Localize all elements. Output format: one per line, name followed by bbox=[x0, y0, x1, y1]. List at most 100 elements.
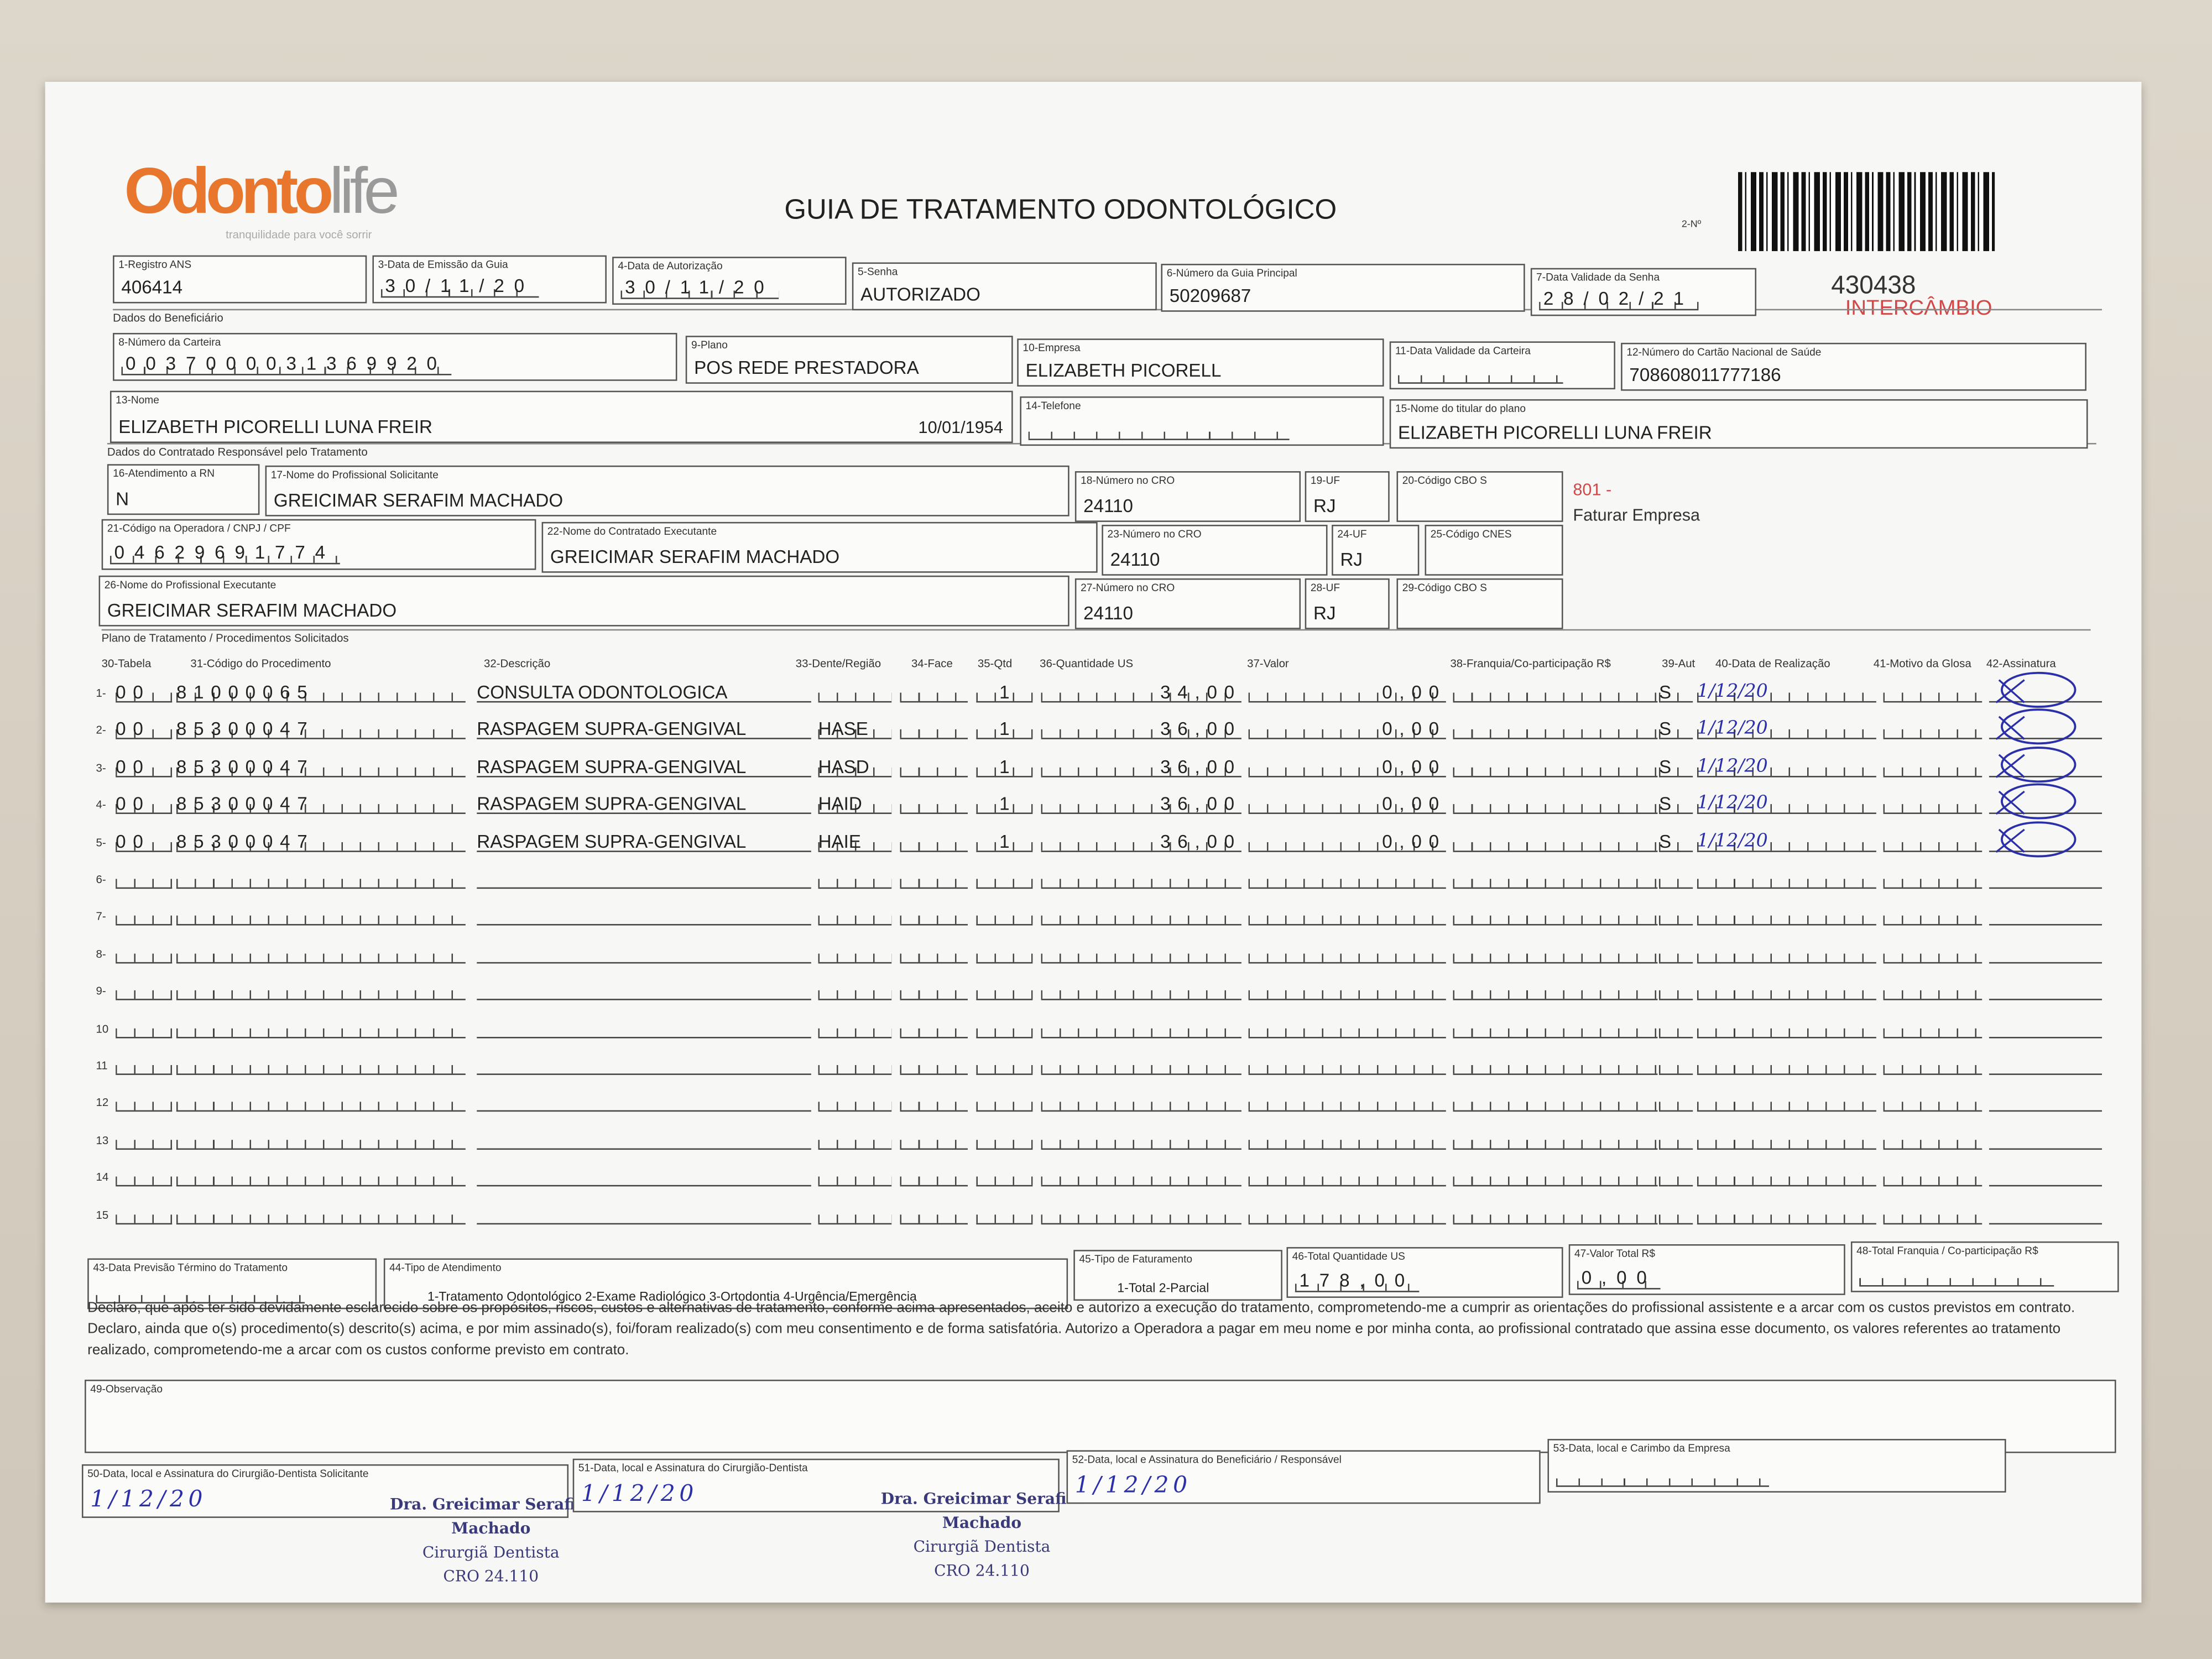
signature-date: 1/12/20 bbox=[581, 1480, 698, 1507]
column-header: 31-Código do Procedimento bbox=[190, 657, 331, 670]
field-value: 0,00 bbox=[1577, 1266, 1661, 1290]
procedure-cell bbox=[976, 1167, 1033, 1187]
procedure-cell bbox=[976, 943, 1033, 963]
procedure-cell bbox=[976, 980, 1033, 1001]
procedure-qty: 1 bbox=[976, 682, 1033, 703]
field-value: 30/11/20 bbox=[380, 275, 539, 298]
procedure-description: RASPAGEM SUPRA-GENGIVAL bbox=[477, 794, 811, 815]
procedure-cell bbox=[477, 1055, 811, 1075]
procedure-value: 0,00 bbox=[1248, 757, 1446, 778]
procedure-cell bbox=[900, 794, 968, 815]
field-value: 406414 bbox=[121, 276, 183, 298]
field-label: 15-Nome do titular do plano bbox=[1395, 402, 1526, 415]
procedure-cell bbox=[1697, 1167, 1876, 1187]
field-label: 22-Nome do Contratado Executante bbox=[547, 524, 717, 538]
procedure-cell bbox=[1697, 1092, 1876, 1113]
procedure-cell bbox=[477, 943, 811, 963]
procedure-cell bbox=[1659, 1092, 1693, 1113]
scribble bbox=[2000, 709, 2077, 745]
field-label: 25-Código CNES bbox=[1430, 528, 1512, 541]
procedure-cell bbox=[1989, 1092, 2103, 1113]
procedure-cell bbox=[116, 1204, 173, 1224]
stamp-role: Cirurgiã Dentista bbox=[422, 1543, 560, 1562]
field-label: 20-Código CBO S bbox=[1402, 474, 1487, 487]
procedure-cell bbox=[1883, 1055, 1983, 1075]
procedure-cell bbox=[477, 906, 811, 926]
procedure-cell bbox=[477, 1167, 811, 1187]
procedure-cell bbox=[976, 1092, 1033, 1113]
procedure-cell bbox=[900, 1092, 968, 1113]
field-label: 8-Número da Carteira bbox=[118, 336, 221, 349]
procedure-cell bbox=[1883, 1092, 1983, 1113]
procedure-cell bbox=[1989, 1204, 2103, 1224]
guide-number-label: 2-Nº bbox=[1681, 220, 1702, 230]
procedure-cell bbox=[477, 1130, 811, 1150]
procedure-cell bbox=[900, 832, 968, 852]
field-value: GREICIMAR SERAFIM MACHADO bbox=[107, 599, 397, 621]
procedure-cell bbox=[1248, 906, 1446, 926]
scribble bbox=[1995, 828, 2025, 853]
field-label: 45-Tipo de Faturamento bbox=[1079, 1253, 1193, 1266]
procedure-cell bbox=[976, 1018, 1033, 1038]
procedure-cell bbox=[176, 1055, 466, 1075]
procedure-cell bbox=[900, 1167, 968, 1187]
procedure-cell bbox=[1659, 1055, 1693, 1075]
form-field: 1-Registro ANS 406414 bbox=[113, 255, 367, 304]
procedure-cell bbox=[1453, 832, 1658, 852]
procedure-us: 36,00 bbox=[1041, 831, 1241, 852]
procedure-cell bbox=[1041, 906, 1241, 926]
procedure-cell bbox=[818, 1204, 892, 1224]
row-number: 15 bbox=[96, 1208, 109, 1222]
row-number: 9- bbox=[96, 985, 106, 998]
field-label: 27-Número no CRO bbox=[1081, 581, 1175, 594]
field-label: 3-Data de Emissão da Guia bbox=[378, 258, 508, 271]
form-field: 45-Tipo de Faturamento 1-Total 2-Parcial bbox=[1073, 1250, 1282, 1301]
procedure-cell bbox=[1659, 943, 1693, 963]
procedure-cell bbox=[116, 1129, 173, 1150]
procedure-cell bbox=[116, 1055, 173, 1075]
column-header: 30-Tabela bbox=[101, 657, 152, 670]
procedure-qty: 1 bbox=[976, 719, 1033, 740]
procedure-cell bbox=[1041, 1092, 1241, 1113]
procedure-cell bbox=[900, 757, 968, 778]
procedure-cell bbox=[116, 906, 173, 926]
stamp-name: Dra. Greicimar Serafim Machado bbox=[389, 1495, 592, 1538]
procedure-cell bbox=[818, 1055, 892, 1075]
form-field: 28-UF RJ bbox=[1305, 578, 1390, 629]
procedure-cell bbox=[900, 1129, 968, 1150]
field-value: 24110 bbox=[1083, 495, 1133, 517]
procedure-cell bbox=[1883, 757, 1983, 778]
field-value: ELIZABETH PICORELLI LUNA FREIR bbox=[118, 416, 432, 437]
field-value: GREICIMAR SERAFIM MACHADO bbox=[273, 489, 564, 511]
signature-date: 1/12/20 bbox=[1074, 1471, 1192, 1499]
procedure-qty: 1 bbox=[976, 831, 1033, 852]
row-number: 10 bbox=[96, 1022, 109, 1035]
procedure-cell bbox=[1883, 1167, 1983, 1187]
procedure-aut: S bbox=[1659, 719, 1693, 740]
procedure-cell bbox=[900, 720, 968, 740]
procedure-cell bbox=[900, 980, 968, 1001]
form-field: 46-Total Quantidade US 178,00 bbox=[1286, 1247, 1563, 1298]
procedure-cell bbox=[900, 906, 968, 926]
procedure-cell bbox=[477, 1092, 811, 1113]
procedure-code: 85300047 bbox=[176, 794, 466, 815]
form-field: 5-Senha AUTORIZADO bbox=[852, 262, 1157, 311]
field-value: 50209687 bbox=[1169, 285, 1251, 306]
empty-boxes bbox=[1556, 1471, 1770, 1487]
form-field: 44-Tipo de Atendimento 1-Tratamento Odont… bbox=[383, 1258, 1068, 1310]
procedure-cell bbox=[116, 1167, 173, 1187]
procedure-cell bbox=[1883, 906, 1983, 926]
procedure-cell bbox=[1453, 794, 1658, 815]
procedure-cell bbox=[1883, 869, 1983, 889]
form-field: 9-Plano POS REDE PRESTADORA bbox=[685, 336, 1013, 384]
field-value: ELIZABETH PICORELL bbox=[1025, 359, 1222, 381]
section-title: Plano de Tratamento / Procedimentos Soli… bbox=[101, 629, 2091, 645]
field-value: AUTORIZADO bbox=[860, 283, 980, 305]
procedure-qty: 1 bbox=[976, 794, 1033, 815]
form-field: 8-Número da Carteira 0037000031369920 bbox=[113, 333, 677, 381]
row-number: 7- bbox=[96, 910, 106, 924]
stamp-cro: CRO 24.110 bbox=[934, 1561, 1030, 1580]
row-number: 12 bbox=[96, 1097, 109, 1110]
procedure-cell bbox=[116, 869, 173, 889]
field-label: 26-Nome do Profissional Executante bbox=[104, 578, 276, 591]
